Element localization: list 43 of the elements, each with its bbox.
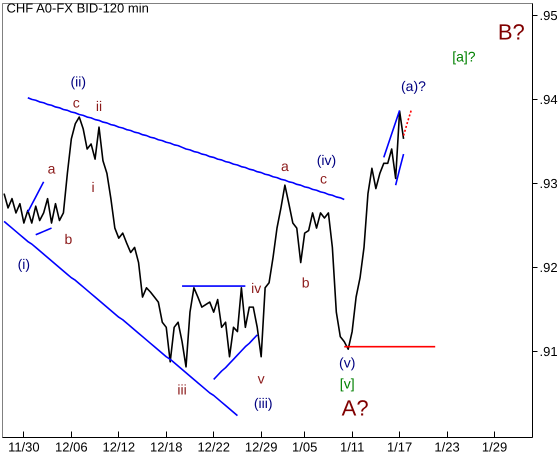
annotation: iv [251,280,262,296]
x-tick-label: 1/29 [482,440,508,454]
annotation: [a]? [452,48,476,64]
line-series [382,110,400,158]
x-tick-label: 12/12 [102,440,136,454]
annotation: ii [96,98,102,114]
annotation: a [281,158,290,174]
annotation: c [320,170,327,186]
annotation: (i) [18,256,30,272]
annotation: (iv) [316,152,336,168]
annotation: [v] [340,376,355,392]
annotation: c [72,94,80,111]
line-series [3,220,238,416]
annotation: a [48,160,56,176]
x-tick-label: 12/22 [197,440,230,454]
line-series [27,181,44,213]
annotation: v [258,370,265,387]
y-tick-label: .94 [540,92,558,107]
annotation: A? [342,396,369,421]
line-series [212,334,258,380]
line-series [27,96,346,200]
annotation: i [92,178,95,195]
line-series [34,227,52,236]
annotation: b [302,274,310,291]
annotation: (ii) [70,74,86,90]
x-tick-label: 12/06 [55,440,88,454]
x-tick-label: 12/18 [150,440,183,454]
annotation: (iii) [254,395,272,412]
annotation: (v) [339,354,356,371]
x-tick-label: 1/11 [340,440,364,454]
x-tick-label: 1/23 [434,440,460,454]
annotation: b [64,231,72,248]
annotation: iii [177,382,187,398]
x-tick-label: 11/30 [8,440,40,454]
annotation: B? [498,20,525,45]
y-tick-label: .93 [540,176,558,191]
x-tick-label: 1/05 [292,440,318,454]
y-tick-label: .95 [540,8,558,23]
annotation: (a)? [401,78,426,94]
x-tick-label: 1/17 [386,440,412,454]
y-tick-label: .91 [540,344,558,360]
x-tick-label: 12/29 [244,440,278,454]
y-tick-label: .92 [540,260,558,276]
